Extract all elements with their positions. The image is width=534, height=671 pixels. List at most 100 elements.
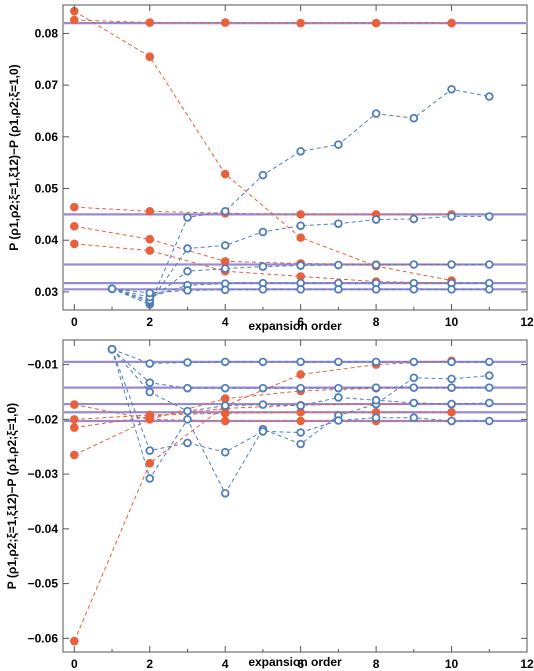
data-point — [334, 393, 343, 402]
data-point — [334, 219, 343, 228]
x-tick-label: 2 — [146, 657, 153, 671]
data-point — [484, 357, 494, 367]
y-axis-title: P (ρ1,ρ2;ξ=1,ξ12)−P (ρ1,ρ2;ξ=1,0) — [7, 64, 21, 250]
data-point — [334, 285, 343, 294]
data-point — [484, 398, 494, 408]
x-tick-label: 2 — [146, 315, 153, 329]
data-point — [220, 264, 230, 273]
data-point — [334, 357, 343, 367]
y-tick-label: −0.03 — [28, 467, 59, 481]
data-point — [220, 285, 230, 295]
data-point — [484, 212, 494, 221]
data-point — [258, 427, 268, 436]
data-point — [183, 286, 192, 295]
x-tick-label: 0 — [71, 657, 78, 671]
data-point — [296, 439, 305, 449]
data-point — [296, 146, 305, 156]
data-point — [371, 215, 381, 224]
data-point — [183, 438, 192, 448]
series-line — [74, 243, 452, 284]
data-point — [145, 246, 155, 255]
data-point — [70, 400, 79, 409]
data-point — [183, 244, 192, 253]
data-point — [296, 401, 305, 410]
data-point — [70, 221, 79, 231]
x-tick-label: 6 — [297, 315, 304, 329]
data-point — [409, 383, 419, 392]
data-point — [296, 18, 305, 28]
data-point — [334, 140, 343, 149]
data-point — [70, 6, 79, 16]
data-point — [371, 395, 381, 405]
series-line — [111, 88, 490, 305]
x-tick-label: 6 — [297, 657, 304, 671]
data-point — [145, 234, 155, 244]
data-point — [220, 416, 230, 426]
data-point — [145, 359, 155, 368]
data-point — [296, 407, 305, 417]
y-tick-label: −0.06 — [28, 631, 59, 645]
x-tick-label: 12 — [520, 657, 534, 671]
data-point — [70, 423, 79, 432]
series-line — [74, 206, 452, 215]
data-point — [409, 413, 419, 423]
data-point — [145, 378, 155, 387]
data-point — [220, 447, 230, 457]
data-point — [258, 227, 268, 237]
x-tick-label: 8 — [373, 657, 380, 671]
data-point — [371, 260, 381, 270]
data-point — [220, 206, 230, 216]
data-point — [447, 260, 456, 269]
data-point — [484, 285, 494, 294]
data-point — [409, 373, 419, 383]
data-point — [220, 409, 230, 418]
data-point — [145, 52, 155, 61]
data-point — [371, 18, 381, 28]
data-point — [409, 214, 419, 224]
data-point — [296, 416, 305, 426]
data-point — [484, 383, 494, 392]
y-tick-label: 0.07 — [35, 78, 59, 92]
data-point — [296, 233, 305, 242]
data-point — [183, 266, 192, 276]
data-point — [484, 371, 494, 380]
data-point — [70, 415, 79, 424]
data-point — [484, 416, 494, 426]
data-point — [334, 260, 343, 270]
y-tick-label: −0.01 — [28, 358, 59, 372]
data-point — [258, 357, 268, 367]
data-point — [371, 285, 381, 294]
data-point — [447, 18, 456, 28]
data-point — [447, 383, 456, 392]
y-tick-label: 0.05 — [35, 182, 59, 196]
data-point — [447, 416, 456, 426]
data-point — [296, 210, 305, 219]
data-point — [334, 383, 343, 393]
data-point — [70, 636, 79, 646]
chart-panel-2: 0 2 4 6 8 10 12 −0.01 −0.02 −0.03 −0.04 −0.05 −0.06 e… — [5, 339, 534, 671]
data-point — [258, 285, 268, 294]
data-point — [183, 406, 192, 416]
y-tick-label: 0.06 — [35, 130, 59, 144]
data-point — [447, 84, 456, 94]
data-point — [296, 428, 305, 437]
x-tick-label: 12 — [520, 315, 534, 329]
series-line — [111, 348, 490, 389]
y-tick-label: 0.04 — [35, 233, 59, 247]
x-axis-title: expansion order — [248, 655, 342, 669]
data-point — [296, 285, 305, 294]
y-tick-label: −0.02 — [28, 412, 59, 426]
y-tick-label: 0.08 — [35, 26, 59, 40]
data-point — [70, 15, 79, 25]
data-point — [296, 383, 305, 393]
x-tick-label: 10 — [445, 657, 459, 671]
data-point — [145, 18, 155, 27]
data-point — [447, 374, 456, 384]
data-point — [296, 357, 305, 367]
y-axis-title: P (ρ1,ρ2;ξ=1,ξ12)−P (ρ1,ρ2;ξ=1,0) — [5, 403, 19, 589]
data-point — [220, 488, 230, 498]
data-point — [145, 458, 155, 468]
data-point — [70, 239, 79, 249]
data-point — [258, 170, 268, 180]
data-point — [334, 416, 343, 425]
